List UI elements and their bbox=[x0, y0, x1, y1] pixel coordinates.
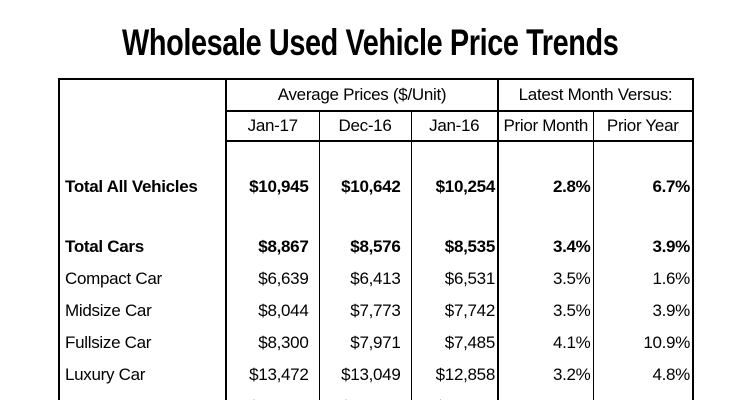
price-cell: $6,639 bbox=[226, 263, 320, 295]
column-header-prior-month: Prior Month bbox=[498, 111, 594, 142]
price-cell: $12,743 bbox=[319, 391, 412, 400]
pct-cell: 3.2% bbox=[498, 359, 594, 391]
label-column-spacer-cell bbox=[59, 79, 227, 141]
price-cell: $12,858 bbox=[411, 359, 499, 391]
table-row-fullsize-car: Fullsize Car $8,300 $7,971 $7,485 4.1% 1… bbox=[59, 327, 693, 359]
table-row-luxury-car: Luxury Car $13,472 $13,049 $12,858 3.2% … bbox=[59, 359, 693, 391]
pct-cell: 4.1% bbox=[498, 327, 594, 359]
column-header-prior-year: Prior Year bbox=[593, 111, 694, 142]
table-row-sports-car: Sports Car $13,041 $12,743 $12,732 2.3% … bbox=[59, 391, 693, 400]
pct-cell: 3.9% bbox=[652, 237, 691, 256]
price-trends-table: Average Prices ($/Unit) Latest Month Ver… bbox=[58, 78, 695, 400]
pct-cell: 4.8% bbox=[652, 365, 691, 384]
pct-cell: 3.4% bbox=[498, 231, 594, 263]
group-header-latest-month-versus: Latest Month Versus: bbox=[498, 79, 694, 112]
column-header-dec16: Dec-16 bbox=[319, 111, 412, 142]
price-cell: $6,413 bbox=[319, 263, 412, 295]
price-cell: $13,049 bbox=[319, 359, 412, 391]
page-title: Wholesale Used Vehicle Price Trends bbox=[121, 22, 619, 63]
price-cell: $13,041 bbox=[226, 391, 320, 400]
price-cell: $10,642 bbox=[319, 171, 412, 203]
table-row-midsize-car: Midsize Car $8,044 $7,773 $7,742 3.5% 3.… bbox=[59, 295, 693, 327]
group-header-average-prices: Average Prices ($/Unit) bbox=[226, 79, 499, 112]
price-cell: $12,732 bbox=[411, 391, 499, 400]
price-cell: $8,867 bbox=[226, 231, 320, 263]
pct-cell: 2.8% bbox=[498, 171, 594, 203]
price-cell: $6,531 bbox=[411, 263, 499, 295]
price-cell: $13,472 bbox=[226, 359, 320, 391]
row-label: Luxury Car bbox=[59, 359, 227, 391]
pct-cell: 1.6% bbox=[652, 269, 691, 288]
row-label: Compact Car bbox=[59, 263, 227, 295]
price-cell: $7,971 bbox=[319, 327, 412, 359]
price-cell: $8,300 bbox=[226, 327, 320, 359]
row-label: Sports Car bbox=[59, 391, 227, 400]
price-cell: $8,044 bbox=[226, 295, 320, 327]
table-row-total-all-vehicles: Total All Vehicles $10,945 $10,642 $10,2… bbox=[59, 171, 693, 203]
price-cell: $10,945 bbox=[226, 171, 320, 203]
column-header-jan17: Jan-17 bbox=[226, 111, 320, 142]
pct-cell: 3.5% bbox=[498, 295, 594, 327]
column-header-jan16: Jan-16 bbox=[411, 111, 499, 142]
pct-cell: 2.3% bbox=[498, 391, 594, 400]
table-row-total-cars: Total Cars $8,867 $8,576 $8,535 3.4% 3.9… bbox=[59, 231, 693, 263]
row-label: Fullsize Car bbox=[59, 327, 227, 359]
page-title-container: Wholesale Used Vehicle Price Trends bbox=[0, 22, 740, 64]
group-header-row: Average Prices ($/Unit) Latest Month Ver… bbox=[59, 79, 694, 141]
price-cell: $7,742 bbox=[411, 295, 499, 327]
column-header-row: Jan-17 Dec-16 Jan-16 Prior Month Prior Y… bbox=[59, 111, 694, 142]
pct-cell: 6.7% bbox=[652, 177, 691, 196]
spacer-row bbox=[59, 141, 693, 171]
row-label: Total All Vehicles bbox=[59, 171, 227, 203]
table-row-compact-car: Compact Car $6,639 $6,413 $6,531 3.5% 1.… bbox=[59, 263, 693, 295]
pct-cell: 2.4% bbox=[593, 391, 693, 400]
price-cell: $7,773 bbox=[319, 295, 412, 327]
price-cell: $7,485 bbox=[411, 327, 499, 359]
spacer-row bbox=[59, 203, 693, 231]
row-label: Midsize Car bbox=[59, 295, 227, 327]
pct-cell: 3.9% bbox=[652, 301, 691, 320]
price-cell: $8,535 bbox=[411, 231, 499, 263]
price-cell: $8,576 bbox=[319, 231, 412, 263]
pct-cell: 3.5% bbox=[498, 263, 594, 295]
pct-cell: 10.9% bbox=[643, 333, 691, 352]
price-cell: $10,254 bbox=[411, 171, 499, 203]
row-label: Total Cars bbox=[59, 231, 227, 263]
